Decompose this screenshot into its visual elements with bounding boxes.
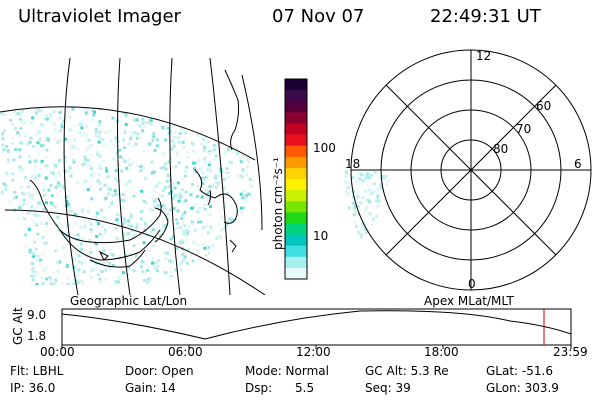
status-ip: IP: 36.0 <box>10 381 56 395</box>
colorbar-swatch <box>285 167 307 180</box>
colorbar-swatch <box>285 79 307 91</box>
xtick-1200: 12:00 <box>296 345 331 359</box>
map-caption: Geographic Lat/Lon <box>70 294 188 308</box>
colorbar-swatch <box>285 201 307 213</box>
status-glat: GLat: -51.6 <box>486 364 553 378</box>
colorbar-swatch <box>285 223 307 236</box>
colorbar-swatch <box>285 112 307 124</box>
status-gc-alt: GC Alt: 5.3 Re <box>365 364 449 378</box>
altitude-plot-frame <box>61 308 572 346</box>
status-filter: Flt: LBHL <box>10 364 64 378</box>
mlt-label-6: 6 <box>574 157 582 171</box>
colorbar-swatch <box>285 156 307 169</box>
polar-mlat-mlt-plot: 12 6 0 18 60 70 80 <box>343 49 592 291</box>
coastline <box>29 69 240 268</box>
header-time: 22:49:31 UT <box>430 6 541 27</box>
colorbar-swatch <box>285 179 307 191</box>
colorbar-swatch <box>285 256 307 269</box>
status-dsp: Dsp: 5.5 <box>245 381 315 395</box>
colorbar-swatch <box>285 90 307 102</box>
latitude-arc <box>0 106 256 161</box>
mlat-label-60: 60 <box>536 99 551 113</box>
header-date: 07 Nov 07 <box>272 6 365 27</box>
xtick-2359: 23:59 <box>553 345 588 359</box>
instrument-title: Ultraviolet Imager <box>18 6 181 27</box>
polar-caption: Apex MLat/MLT <box>424 294 514 308</box>
geographic-map-image <box>0 57 265 295</box>
intensity-colorbar <box>284 78 308 280</box>
colorbar-unit-label: photon cm⁻²s⁻¹ <box>271 157 285 250</box>
colorbar-swatch <box>285 134 307 147</box>
altitude-ytick-top: 9.0 <box>27 308 47 322</box>
colorbar-swatch <box>285 101 307 113</box>
colorbar-swatch <box>285 212 307 224</box>
altitude-xticks <box>61 345 572 349</box>
aurora-emission-speckle <box>0 106 255 285</box>
status-mode: Mode: Normal <box>245 364 329 378</box>
xtick-0000: 00:00 <box>40 345 75 359</box>
altitude-ylabel: GC Alt <box>11 307 25 345</box>
mlt-line-diag-2 <box>385 84 557 256</box>
status-seq: Seq: 39 <box>365 381 411 395</box>
colorbar-swatch <box>285 234 307 247</box>
altitude-ytick-bottom: 1.8 <box>27 329 47 343</box>
mlt-label-12: 12 <box>476 49 491 63</box>
colorbar-swatch <box>285 190 307 202</box>
altitude-timeline-plot <box>61 308 572 349</box>
status-gain: Gain: 14 <box>125 381 176 395</box>
colorbar-swatch <box>285 123 307 136</box>
colorbar-tick-10: 10 <box>313 229 329 243</box>
colorbar-frame <box>284 78 308 280</box>
xtick-0600: 06:00 <box>168 345 203 359</box>
colorbar-tick-100: 100 <box>313 141 336 155</box>
colorbar-swatch <box>285 245 307 258</box>
mlt-label-18: 18 <box>345 157 360 171</box>
colorbar-swatch <box>285 145 307 158</box>
mlt-label-0: 0 <box>468 277 476 291</box>
altitude-curve <box>61 310 572 340</box>
status-glon: GLon: 303.9 <box>486 381 559 395</box>
xtick-1800: 18:00 <box>424 345 459 359</box>
longitude-grid <box>4 57 265 295</box>
mlat-label-80: 80 <box>493 142 508 156</box>
status-door: Door: Open <box>125 364 194 378</box>
colorbar-swatch <box>285 267 307 280</box>
mlat-label-70: 70 <box>516 122 531 136</box>
